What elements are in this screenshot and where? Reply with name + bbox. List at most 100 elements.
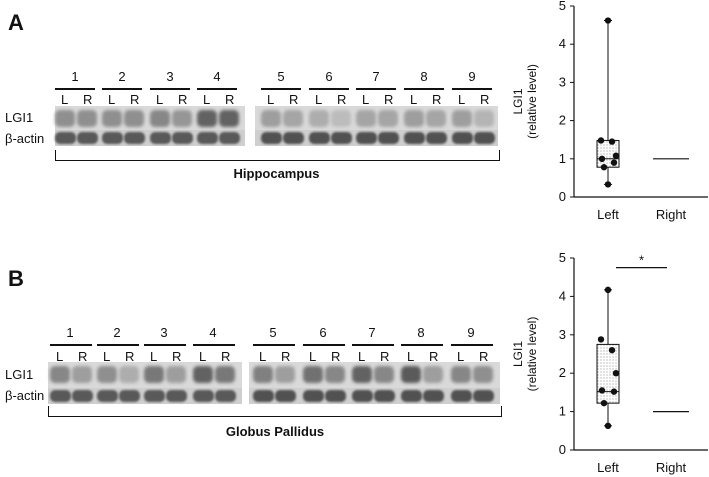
lgi1-band <box>309 110 329 127</box>
y-tick-label: 3 <box>559 327 566 342</box>
row-label-beta-actin: β-actin <box>5 131 45 146</box>
actin-band <box>426 132 447 144</box>
lane-number: 1 <box>71 69 79 84</box>
lane-side-label: L <box>61 92 69 107</box>
lane-side-label: R <box>429 349 439 364</box>
lgi1-band <box>219 110 239 127</box>
lane-side-label: R <box>432 92 442 107</box>
lgi1-band <box>150 110 170 127</box>
lane-side-label: R <box>221 349 231 364</box>
y-tick-label: 1 <box>559 151 566 166</box>
actin-band <box>50 390 71 402</box>
data-point <box>608 346 616 354</box>
actin-band <box>451 390 472 402</box>
lane-number: 4 <box>209 325 217 340</box>
lane-underline <box>102 88 142 90</box>
region-bracket <box>48 406 502 417</box>
blot-panel-a: LGI1 β-actin 1 L R 2 L R 3 L R 4 L R 5 L R 6 L R 7 L R 8 L R 9 L R <box>0 0 520 200</box>
lgi1-band <box>144 366 164 383</box>
actin-band <box>215 390 236 402</box>
significance-star: * <box>639 253 644 268</box>
lane-side-label: L <box>358 349 366 364</box>
lane-number: 9 <box>467 325 475 340</box>
box-plot-a: 0 1 2 3 4 5 LGI1 (relative level) Left Right <box>511 0 708 222</box>
lgi1-band <box>473 366 493 383</box>
row-label-beta-actin: β-actin <box>5 388 45 403</box>
lane-underline <box>197 88 237 90</box>
lgi1-band <box>253 366 273 383</box>
data-point <box>598 155 606 162</box>
lgi1-band <box>193 366 213 383</box>
lane-underline <box>55 88 95 90</box>
actin-band <box>374 390 395 402</box>
lgi1-band <box>356 110 376 127</box>
lgi1-band <box>404 110 424 127</box>
data-point <box>600 399 608 407</box>
lane-side-label: L <box>103 349 111 364</box>
lane-side-label: L <box>199 349 207 364</box>
box-plot-b: 0 1 2 3 4 5 LGI1 (relative level) Left Right * <box>511 250 708 475</box>
lane-underline <box>150 88 190 90</box>
lane-side-label: R <box>130 92 140 107</box>
lgi1-band <box>283 110 303 127</box>
lane-side-label: R <box>125 349 135 364</box>
lane-underline <box>451 344 493 346</box>
data-point <box>604 286 612 294</box>
lane-underline <box>193 344 235 346</box>
actin-band <box>172 132 193 144</box>
actin-band <box>77 132 98 144</box>
data-point <box>600 164 608 171</box>
actin-band <box>474 132 495 144</box>
lane-side-label: L <box>407 349 415 364</box>
lgi1-band <box>325 366 345 383</box>
y-tick-label: 2 <box>559 365 566 380</box>
lgi1-band <box>55 110 75 127</box>
lane-side-label: R <box>83 92 93 107</box>
lgi1-band <box>474 110 494 127</box>
lane-number: 2 <box>118 69 126 84</box>
actin-band <box>119 390 140 402</box>
lgi1-band <box>261 110 281 127</box>
lane-side-label: R <box>225 92 235 107</box>
lane-number: 5 <box>269 325 277 340</box>
y-axis-label-units: (relative level) <box>525 317 539 392</box>
y-tick-label: 0 <box>559 442 566 457</box>
actin-band <box>150 132 171 144</box>
lane-side-label: L <box>410 92 418 107</box>
y-tick-label: 5 <box>559 250 566 265</box>
lane-side-label: R <box>337 92 347 107</box>
data-point <box>604 422 612 430</box>
data-point <box>610 159 618 166</box>
lane-number: 8 <box>420 69 428 84</box>
lgi1-band <box>401 366 421 383</box>
x-category-label-left: Left <box>597 207 619 222</box>
x-category-label-right: Right <box>656 460 687 475</box>
lgi1-band <box>426 110 446 127</box>
y-axis-label: LGI1 <box>511 341 525 367</box>
lane-side-label: L <box>267 92 275 107</box>
y-tick-label: 1 <box>559 404 566 419</box>
lane-side-label: L <box>309 349 317 364</box>
region-label-b: Globus Pallidus <box>225 424 325 439</box>
lgi1-band <box>423 366 443 383</box>
panel-letter-b: B <box>8 266 24 291</box>
lane-side-label: R <box>178 92 188 107</box>
lane-underline <box>261 88 301 90</box>
lane-underline <box>144 344 186 346</box>
actin-band <box>309 132 330 144</box>
lane-underline <box>303 344 345 346</box>
actin-band <box>97 390 118 402</box>
region-label-a: Hippocampus <box>233 166 320 181</box>
lgi1-band <box>50 366 70 383</box>
lane-side-label: L <box>108 92 116 107</box>
actin-band <box>331 132 352 144</box>
blot-panel-b: LGI1 β-actin 1 L R 2 L R 3 L R 4 L R 5 L R 6 L R 7 L R 8 L R 9 L R <box>5 325 502 417</box>
actin-band <box>423 390 444 402</box>
lgi1-band <box>378 110 398 127</box>
lane-side-label: R <box>78 349 88 364</box>
actin-band <box>404 132 425 144</box>
lane-number: 7 <box>372 69 380 84</box>
data-point <box>597 137 605 144</box>
lgi1-band <box>451 366 471 383</box>
lane-side-label: L <box>315 92 323 107</box>
